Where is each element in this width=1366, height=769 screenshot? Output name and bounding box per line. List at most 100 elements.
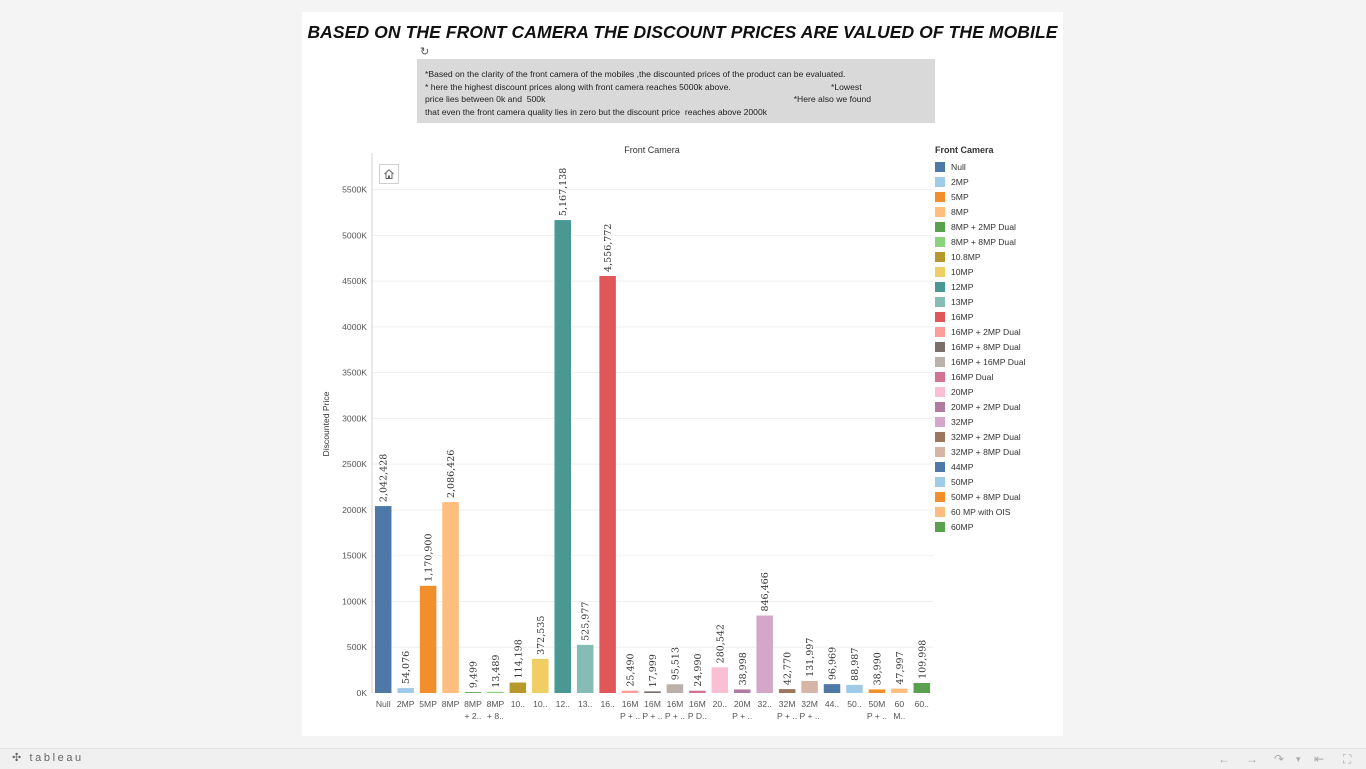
x-tick-label: 16M <box>644 699 661 709</box>
x-tick-label: 2MP <box>397 699 415 709</box>
bar <box>868 689 886 693</box>
chart-grid <box>372 189 933 648</box>
x-tick-label: 16M <box>622 699 639 709</box>
bar <box>374 506 392 693</box>
legend-item[interactable]: 2MP <box>935 174 1063 189</box>
legend-item[interactable]: 5MP <box>935 189 1063 204</box>
legend-label: 2MP <box>951 176 969 187</box>
legend-item[interactable]: 8MP <box>935 204 1063 219</box>
x-tick-label: 5MP <box>419 699 437 709</box>
legend-item[interactable]: 12MP <box>935 279 1063 294</box>
legend-swatch <box>935 371 945 382</box>
x-tick-label: P + .. <box>732 711 752 721</box>
legend-item[interactable]: 13MP <box>935 294 1063 309</box>
legend-item[interactable]: 50MP <box>935 474 1063 489</box>
legend-label: 60 MP with OIS <box>951 506 1011 517</box>
legend-item[interactable]: 60 MP with OIS <box>935 504 1063 519</box>
y-tick-label: 4500K <box>342 276 367 286</box>
x-tick-label: P + .. <box>777 711 797 721</box>
revert-icon[interactable]: ↷ <box>1274 752 1285 766</box>
home-icon[interactable] <box>379 164 399 184</box>
x-tick-label: + 2.. <box>464 711 481 721</box>
x-tick-label: 32M <box>801 699 818 709</box>
revert-all-icon[interactable]: ⇤ <box>1314 752 1325 766</box>
redo-icon[interactable]: → <box>1246 752 1258 766</box>
legend-item[interactable]: 10MP <box>935 264 1063 279</box>
legend-item[interactable]: 10.8MP <box>935 249 1063 264</box>
x-tick-label: 8MP <box>464 699 482 709</box>
legend-swatch <box>935 521 945 532</box>
legend-label: 60MP <box>951 521 974 532</box>
legend-item[interactable]: 16MP + 8MP Dual <box>935 339 1063 354</box>
legend-item[interactable]: 20MP <box>935 384 1063 399</box>
chart-title: Front Camera <box>624 145 680 155</box>
description-line: that even the front camera quality lies … <box>425 106 768 117</box>
value-label: 846,466 <box>760 572 771 611</box>
value-label: 525,977 <box>581 602 592 641</box>
x-tick-label: 16M <box>667 699 684 709</box>
bar <box>532 658 549 693</box>
fullscreen-icon[interactable]: ⛶ <box>1343 752 1352 766</box>
chevron-down-icon[interactable]: ▾ <box>1296 754 1301 764</box>
bar <box>891 688 908 693</box>
bar <box>644 691 661 693</box>
legend-title: Front Camera <box>935 145 994 155</box>
legend-item[interactable]: 8MP + 2MP Dual <box>935 219 1063 234</box>
legend-item[interactable]: 16MP <box>935 309 1063 324</box>
refresh-icon[interactable]: ↻ <box>420 46 430 58</box>
y-tick-label: 5500K <box>342 185 367 195</box>
legend-label: 16MP <box>951 311 974 322</box>
legend-item[interactable]: 16MP + 16MP Dual <box>935 354 1063 369</box>
legend-label: 10.8MP <box>951 251 981 262</box>
legend-label: 16MP Dual <box>951 371 994 382</box>
value-label: 2,086,426 <box>446 450 457 498</box>
legend-item[interactable]: 8MP + 8MP Dual <box>935 234 1063 249</box>
description-box: *Based on the clarity of the front camer… <box>417 59 935 123</box>
legend-item[interactable]: 44MP <box>935 459 1063 474</box>
legend-swatch <box>935 431 945 442</box>
bar <box>419 585 437 693</box>
bar <box>756 615 773 693</box>
legend-label: 50MP + 8MP Dual <box>951 491 1021 502</box>
dashboard: BASED ON THE FRONT CAMERA THE DISCOUNT P… <box>302 12 1063 736</box>
value-label: 131,997 <box>805 638 816 677</box>
bar-chart: 0K 500K 1000K 1500K 2000K 2500K 3000K 3500K 4000… <box>321 145 933 721</box>
legend-label: 16MP + 16MP Dual <box>951 356 1026 367</box>
x-tick-label: 16.. <box>600 699 614 709</box>
legend: Front Camera Null 2MP 5MP 8MP 8MP + 2MP Dual… <box>935 145 1063 534</box>
description-line: price lies between 0k and 500k *Here als… <box>425 94 872 105</box>
legend-swatch <box>935 506 945 517</box>
legend-item[interactable]: 60MP <box>935 519 1063 534</box>
legend-label: 32MP <box>951 416 974 427</box>
legend-item[interactable]: 16MP + 2MP Dual <box>935 324 1063 339</box>
y-axis: 0K 500K 1000K 1500K 2000K 2500K 3000K 3500K 4000… <box>342 153 373 698</box>
x-tick-label: P + .. <box>642 711 662 721</box>
legend-swatch <box>935 476 945 487</box>
value-label: 114,198 <box>513 639 524 678</box>
legend-swatch <box>935 491 945 502</box>
legend-item[interactable]: 32MP + 8MP Dual <box>935 444 1063 459</box>
legend-label: 8MP <box>951 206 969 217</box>
legend-item[interactable]: 32MP <box>935 414 1063 429</box>
legend-label: 50MP <box>951 476 974 487</box>
bar <box>464 692 482 693</box>
x-tick-label: + 8.. <box>487 711 504 721</box>
legend-label: 20MP <box>951 386 974 397</box>
legend-item[interactable]: 32MP + 2MP Dual <box>935 429 1063 444</box>
y-tick-label: 0K <box>356 688 367 698</box>
legend-label: 5MP <box>951 191 969 202</box>
description-line: * here the highest discount prices along… <box>425 81 862 92</box>
legend-item[interactable]: 50MP + 8MP Dual <box>935 489 1063 504</box>
bar <box>599 275 616 693</box>
x-tick-label: 50M <box>869 699 886 709</box>
legend-item[interactable]: 16MP Dual <box>935 369 1063 384</box>
undo-icon[interactable]: ← <box>1218 752 1230 766</box>
x-tick-label: 8MP <box>442 699 460 709</box>
legend-swatch <box>935 236 945 247</box>
legend-swatch <box>935 176 945 187</box>
x-tick-label: 60 <box>895 699 905 709</box>
tableau-logo[interactable]: ✣ tableau <box>12 752 84 764</box>
legend-item[interactable]: Null <box>935 159 1063 174</box>
legend-item[interactable]: 20MP + 2MP Dual <box>935 399 1063 414</box>
description-line: *Based on the clarity of the front camer… <box>425 69 846 79</box>
